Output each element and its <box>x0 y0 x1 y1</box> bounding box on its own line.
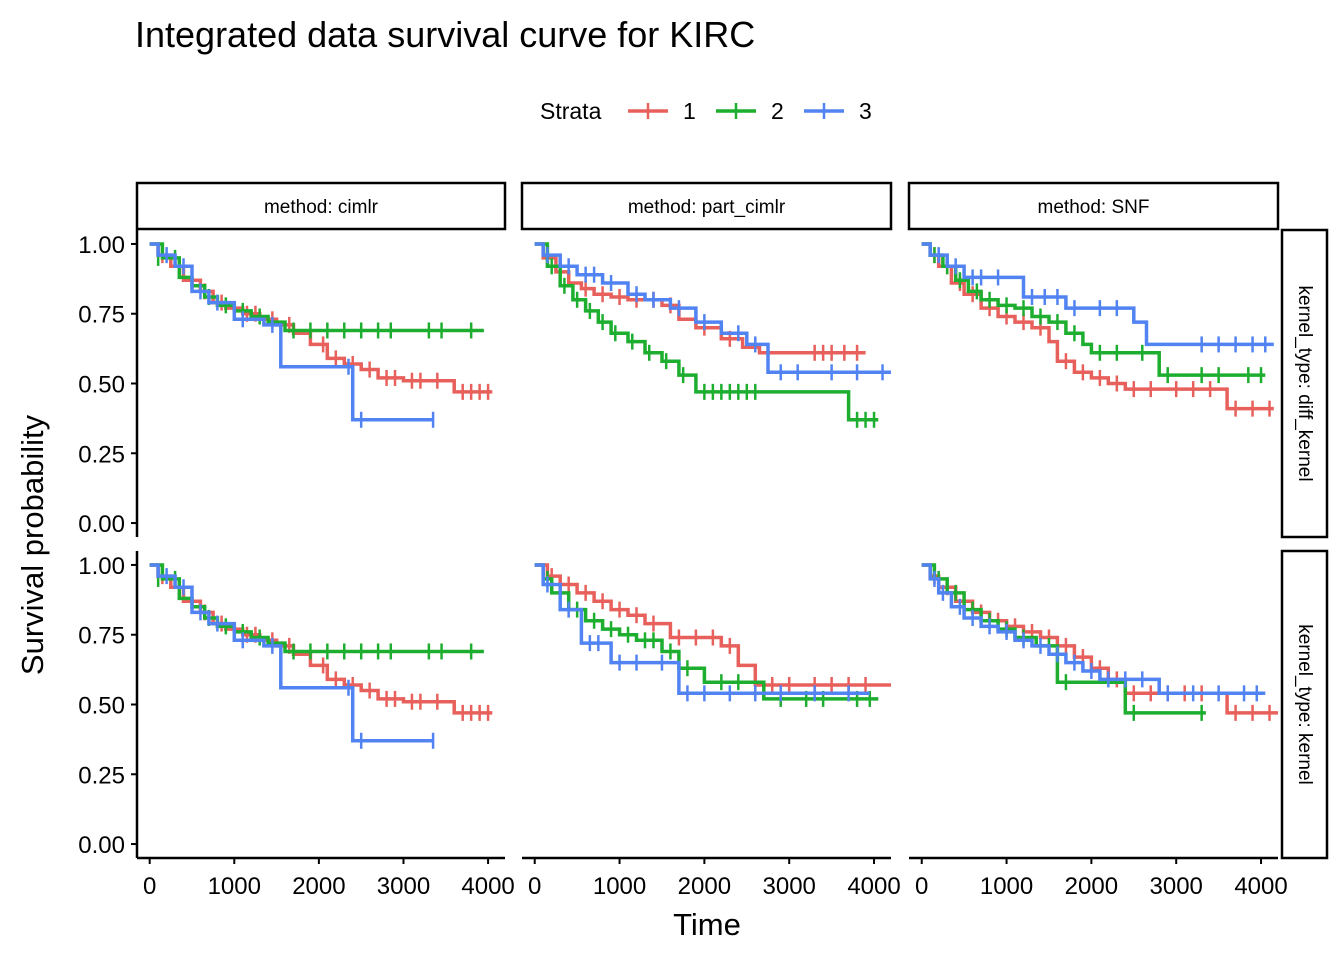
panel-r1-c2 <box>921 563 1278 721</box>
y-tick-label-r1-0: 0.00 <box>78 832 125 859</box>
y-tick-label-r0-3: 0.75 <box>78 302 125 329</box>
x-tick-label-c1-2: 2000 <box>678 873 731 900</box>
facet-panels: method: cimlr method: part_cimlr method: S… <box>78 181 1329 900</box>
km-curve-strata-1-r1-c2 <box>921 563 1278 715</box>
x-axis-title: Time <box>673 907 741 942</box>
facet-strip-col-1 <box>520 181 893 231</box>
facet-strip-row-label-1: kernel_type: kernel <box>1294 624 1315 785</box>
x-tick-label-c2-0: 0 <box>915 873 928 900</box>
km-curve-strata-3-r1-c1 <box>534 563 870 696</box>
km-curve-strata-3-r0-c1 <box>534 242 891 375</box>
km-curve-strata-1-r0-c1 <box>534 242 866 355</box>
km-curve-strata-2-r1-c2 <box>921 563 1206 715</box>
y-tick-label-r1-1: 0.25 <box>78 762 125 789</box>
y-tick-label-r0-2: 0.50 <box>78 372 125 399</box>
km-curve-strata-1-r0-c0 <box>149 242 493 394</box>
km-curve-strata-3-r1-c2 <box>921 563 1266 696</box>
facet-strip-col-label-1: method: part_cimlr <box>628 197 786 218</box>
y-tick-label-r1-4: 1.00 <box>78 553 125 580</box>
km-curve-strata-1-r0-c2 <box>921 242 1274 411</box>
km-curve-strata-2-r1-c1 <box>534 563 879 701</box>
x-tick-label-c2-4: 4000 <box>1234 873 1287 900</box>
km-curve-strata-1-r1-c0 <box>149 563 493 715</box>
panel-r1-c0 <box>149 563 493 749</box>
km-curve-strata-3-r0-c0 <box>149 242 434 422</box>
facet-strip-col-label-2: method: SNF <box>1038 197 1150 218</box>
panel-r1-c1 <box>534 563 891 707</box>
x-tick-label-c0-4: 4000 <box>461 873 514 900</box>
x-tick-label-c0-2: 2000 <box>292 873 345 900</box>
km-curve-strata-1-r1-c1 <box>534 563 891 687</box>
x-tick-label-c0-3: 3000 <box>377 873 430 900</box>
x-tick-label-c2-3: 3000 <box>1150 873 1203 900</box>
y-tick-label-r0-1: 0.25 <box>78 441 125 468</box>
y-tick-label-r1-2: 0.50 <box>78 693 125 720</box>
x-tick-label-c0-1: 1000 <box>208 873 261 900</box>
km-curve-strata-2-r0-c1 <box>534 242 879 422</box>
y-tick-label-r0-4: 1.00 <box>78 232 125 259</box>
panel-r0-c0 <box>149 242 493 428</box>
facet-strip-row-1 <box>1280 549 1329 860</box>
facet-strip-col-label-0: method: cimlr <box>264 197 379 218</box>
panel-r0-c2 <box>921 242 1274 417</box>
x-tick-label-c2-1: 1000 <box>980 873 1033 900</box>
legend-title: Strata <box>540 98 602 124</box>
facet-strip-col-2 <box>907 181 1280 231</box>
x-tick-label-c1-4: 4000 <box>847 873 900 900</box>
y-axis-title: Survival probability <box>15 414 50 675</box>
x-tick-label-c0-0: 0 <box>143 873 156 900</box>
facet-strip-row-0 <box>1280 228 1329 539</box>
legend-label-1: 1 <box>683 98 696 124</box>
y-tick-label-r1-3: 0.75 <box>78 623 125 650</box>
chart-title: Integrated data survival curve for KIRC <box>135 14 755 55</box>
x-tick-label-c1-0: 0 <box>528 873 541 900</box>
legend: Strata 1 2 3 <box>540 98 872 124</box>
x-tick-label-c1-1: 1000 <box>593 873 646 900</box>
facet-strip-col-0 <box>135 181 507 231</box>
panel-r0-c1 <box>534 242 891 428</box>
y-tick-label-r0-0: 0.00 <box>78 511 125 538</box>
km-curve-strata-3-r1-c0 <box>149 563 434 743</box>
legend-label-3: 3 <box>859 98 872 124</box>
facet-strip-row-label-0: kernel_type: diff_kernel <box>1294 285 1315 481</box>
legend-label-2: 2 <box>771 98 784 124</box>
x-tick-label-c2-2: 2000 <box>1065 873 1118 900</box>
x-tick-label-c1-3: 3000 <box>763 873 816 900</box>
